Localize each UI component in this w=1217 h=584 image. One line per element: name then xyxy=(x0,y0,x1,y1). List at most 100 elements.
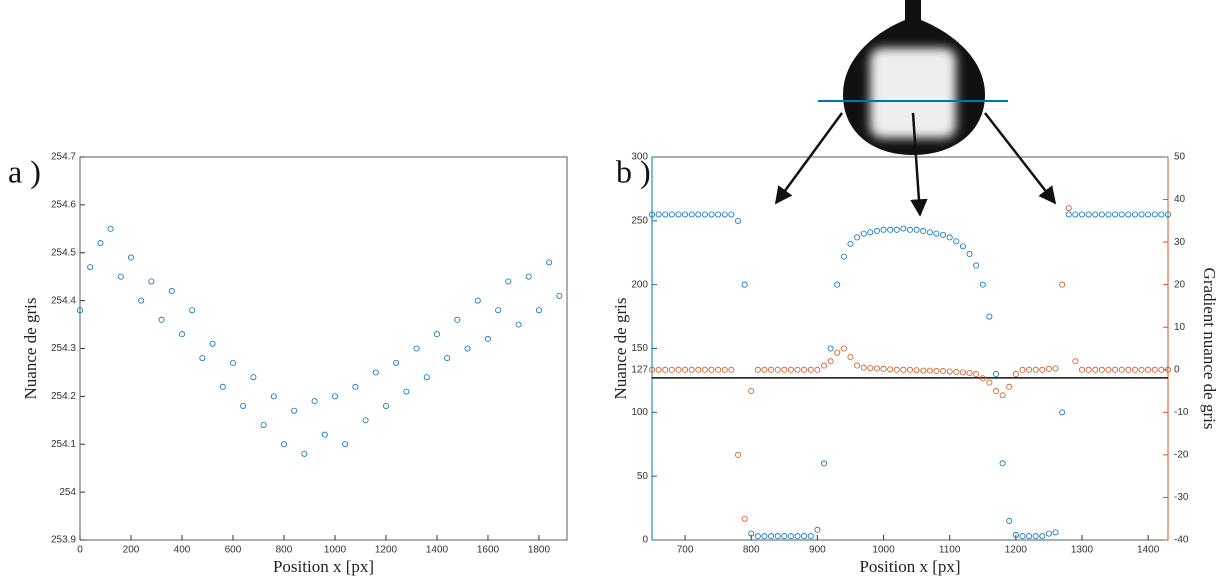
y-tick-label: 200 xyxy=(631,279,648,290)
data-point xyxy=(966,251,973,258)
data-point xyxy=(270,393,277,400)
data-point xyxy=(464,345,471,352)
y-tick-label: 254 xyxy=(59,487,76,498)
data-point xyxy=(444,355,451,362)
data-point xyxy=(168,288,175,295)
data-point xyxy=(940,231,947,238)
data-point xyxy=(87,264,94,271)
data-point xyxy=(505,278,512,285)
data-point xyxy=(433,331,440,338)
data-point xyxy=(708,366,715,373)
data-point xyxy=(556,292,563,299)
x-tick-label: 200 xyxy=(123,545,140,556)
x-tick-label: 1100 xyxy=(939,545,961,556)
data-point xyxy=(280,441,287,448)
data-point xyxy=(97,240,104,247)
drop-highlight xyxy=(870,48,956,138)
data-point xyxy=(342,441,349,448)
data-point xyxy=(331,393,338,400)
data-point xyxy=(973,371,980,378)
data-point xyxy=(1059,409,1066,416)
data-point xyxy=(260,422,267,429)
data-point xyxy=(715,366,722,373)
data-point xyxy=(834,281,841,288)
data-point xyxy=(854,362,861,369)
y-tick-label: 300 xyxy=(631,152,648,163)
drop-neck xyxy=(905,0,921,22)
x-tick-label: 0 xyxy=(77,545,83,556)
data-point xyxy=(748,388,755,395)
x-tick-label: 1000 xyxy=(324,545,347,556)
data-point xyxy=(1052,529,1059,536)
data-point xyxy=(1092,366,1099,373)
data-point xyxy=(1085,366,1092,373)
data-point xyxy=(893,366,900,373)
data-point xyxy=(735,451,742,458)
data-point xyxy=(787,533,794,540)
data-point xyxy=(953,238,960,245)
data-point xyxy=(907,366,914,373)
data-point xyxy=(454,316,461,323)
data-point xyxy=(986,313,993,320)
data-point xyxy=(979,281,986,288)
data-point xyxy=(1039,533,1046,540)
data-point xyxy=(1138,211,1145,218)
data-point xyxy=(1045,365,1052,372)
plot-frame xyxy=(79,156,568,541)
data-point xyxy=(1085,211,1092,218)
data-point xyxy=(887,226,894,233)
data-point xyxy=(741,515,748,522)
data-point xyxy=(873,365,880,372)
data-point xyxy=(847,240,854,247)
x-tick-label: 800 xyxy=(743,545,760,556)
data-point xyxy=(959,243,966,250)
data-point xyxy=(688,211,695,218)
data-point xyxy=(880,226,887,233)
x-tick-label: 400 xyxy=(174,545,191,556)
data-point xyxy=(721,211,728,218)
data-point xyxy=(229,359,236,366)
y2-tick-label: 50 xyxy=(1174,152,1186,163)
x-tick-label: 800 xyxy=(276,545,293,556)
data-point xyxy=(1092,211,1099,218)
data-point xyxy=(979,375,986,382)
data-point xyxy=(900,225,907,232)
data-point xyxy=(1012,531,1019,538)
y-tick-label: 254.6 xyxy=(51,200,76,211)
data-point xyxy=(1059,281,1066,288)
x-tick-label: 1200 xyxy=(375,545,398,556)
data-point xyxy=(1165,211,1172,218)
y2-tick-label: -10 xyxy=(1174,407,1189,418)
data-point xyxy=(535,307,542,314)
y-tick-label: 254.2 xyxy=(51,391,76,402)
data-point xyxy=(117,273,124,280)
x-tick-label: 1200 xyxy=(1005,545,1028,556)
plot-frame xyxy=(651,156,1169,541)
data-point xyxy=(695,211,702,218)
data-point xyxy=(973,262,980,269)
data-point xyxy=(484,335,491,342)
data-point xyxy=(807,533,814,540)
data-point xyxy=(148,278,155,285)
data-point xyxy=(774,533,781,540)
data-point xyxy=(1145,366,1152,373)
data-point xyxy=(1098,211,1105,218)
data-point xyxy=(1158,366,1165,373)
x-tick-label: 600 xyxy=(225,545,242,556)
y-tick-label: 0 xyxy=(642,535,648,546)
data-point xyxy=(867,365,874,372)
data-point xyxy=(926,229,933,236)
data-point xyxy=(1006,383,1013,390)
y-tick-label: 254.5 xyxy=(51,247,76,258)
data-point xyxy=(107,225,114,232)
arrow xyxy=(984,112,1057,205)
data-point xyxy=(946,234,953,241)
data-point xyxy=(1112,366,1119,373)
data-point xyxy=(701,366,708,373)
y2-tick-label: -20 xyxy=(1174,450,1189,461)
data-point xyxy=(1105,366,1112,373)
data-point xyxy=(1151,366,1158,373)
panel-annotation: b ) xyxy=(616,153,651,189)
data-point xyxy=(1151,211,1158,218)
data-point xyxy=(821,460,828,467)
